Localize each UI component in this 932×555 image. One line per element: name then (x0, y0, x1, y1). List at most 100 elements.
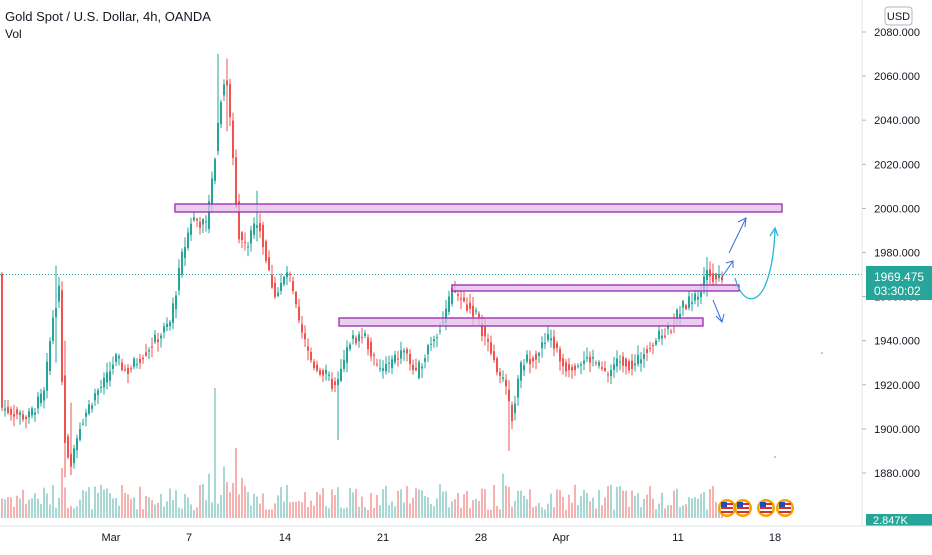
candle-body (643, 354, 645, 360)
candle-body (430, 343, 432, 345)
candle-body (715, 273, 717, 280)
candle-body (121, 362, 123, 371)
volume-bar (544, 509, 546, 518)
volume-bar (325, 506, 327, 518)
volume-bar (241, 477, 243, 518)
candle-body (169, 322, 171, 327)
volume-bar (478, 500, 480, 518)
time-tick-label: 14 (279, 532, 291, 544)
arrow-up-long[interactable] (728, 217, 747, 254)
candle-body (292, 281, 294, 292)
candle-body (499, 372, 501, 376)
candle-body (115, 354, 117, 362)
volume-bar (139, 486, 141, 518)
volume-bar (607, 485, 609, 518)
candle-body (85, 412, 87, 417)
price-tick-label: 2020.000 (874, 159, 920, 171)
candle-body (526, 354, 528, 362)
volume-bar (712, 485, 714, 518)
candle-body (550, 338, 552, 341)
resistance-zone[interactable] (174, 203, 783, 213)
candle-body (490, 342, 492, 354)
volume-bar (658, 503, 660, 518)
candle-body (703, 276, 705, 290)
candle-body (559, 349, 561, 362)
volume-bar (424, 495, 426, 518)
volume-bar (679, 507, 681, 518)
volume-bar (40, 503, 42, 518)
candle-body (382, 368, 384, 371)
candle-body (244, 242, 246, 244)
volume-bar (157, 502, 159, 518)
candle-body (229, 83, 231, 118)
volume-bar (310, 500, 312, 518)
candle-body (400, 350, 402, 359)
volume-bar (73, 508, 75, 518)
volume-bar (43, 487, 45, 518)
volume-bar (289, 502, 291, 518)
volume-bar (484, 489, 486, 518)
volume-bar (1, 498, 3, 518)
price-tick-label: 2000.000 (874, 203, 920, 215)
candle-body (553, 336, 555, 349)
candle-body (565, 362, 567, 372)
volume-bar (385, 485, 387, 518)
volume-bar (691, 498, 693, 518)
last-price-tag: 1969.475 03:30:02 (866, 266, 932, 300)
volume-bar (598, 490, 600, 518)
volume-bar (637, 493, 639, 518)
candle-body (613, 364, 615, 370)
volume-bar (37, 498, 39, 518)
price-tick-label: 2060.000 (874, 71, 920, 83)
upper-support-zone[interactable] (451, 284, 740, 292)
candle-body (367, 337, 369, 350)
us-flag-icon[interactable] (734, 499, 752, 517)
volume-bar (202, 484, 204, 518)
volume-bar (178, 507, 180, 518)
candle-body (373, 354, 375, 356)
candle-body (316, 364, 318, 371)
candle-body (223, 84, 225, 96)
us-flag-icon[interactable] (776, 499, 794, 517)
lower-support-zone[interactable] (338, 317, 704, 327)
volume-bar (532, 507, 534, 518)
candle-body (235, 157, 237, 207)
volume-bar (268, 509, 270, 518)
candle-body (139, 358, 141, 364)
volume-bar (583, 490, 585, 518)
candle-body (379, 368, 381, 370)
volume-bar (640, 507, 642, 518)
volume-bar (256, 496, 258, 518)
volume-bar (604, 497, 606, 518)
candle-body (247, 246, 249, 248)
candle-body (406, 349, 408, 354)
candle-body (616, 358, 618, 367)
volume-bar (190, 504, 192, 518)
candle-body (277, 292, 279, 296)
candle-body (238, 201, 240, 240)
candle-body (31, 408, 33, 416)
event-flag-icons[interactable] (718, 499, 794, 517)
us-flag-icon[interactable] (757, 499, 775, 517)
volume-bar (46, 493, 48, 518)
time-axis[interactable] (0, 526, 932, 550)
volume-bar (361, 496, 363, 518)
currency-button[interactable]: USD (884, 6, 913, 26)
arrow-down[interactable] (712, 299, 725, 323)
volume-bar (505, 485, 507, 518)
arrow-curved-cyan[interactable] (734, 226, 779, 300)
volume-bar (547, 503, 549, 518)
candle-body (415, 367, 417, 371)
candle-body (55, 307, 57, 318)
candle-body (388, 362, 390, 364)
candle-body (43, 390, 45, 401)
candle-body (601, 367, 603, 369)
us-flag-icon[interactable] (718, 499, 736, 517)
volume-bar (4, 499, 6, 518)
price-tick-label: 1980.000 (874, 248, 920, 260)
candle-body (421, 366, 423, 369)
price-tick-label: 1920.000 (874, 380, 920, 392)
arrow-up-short[interactable] (721, 260, 734, 278)
